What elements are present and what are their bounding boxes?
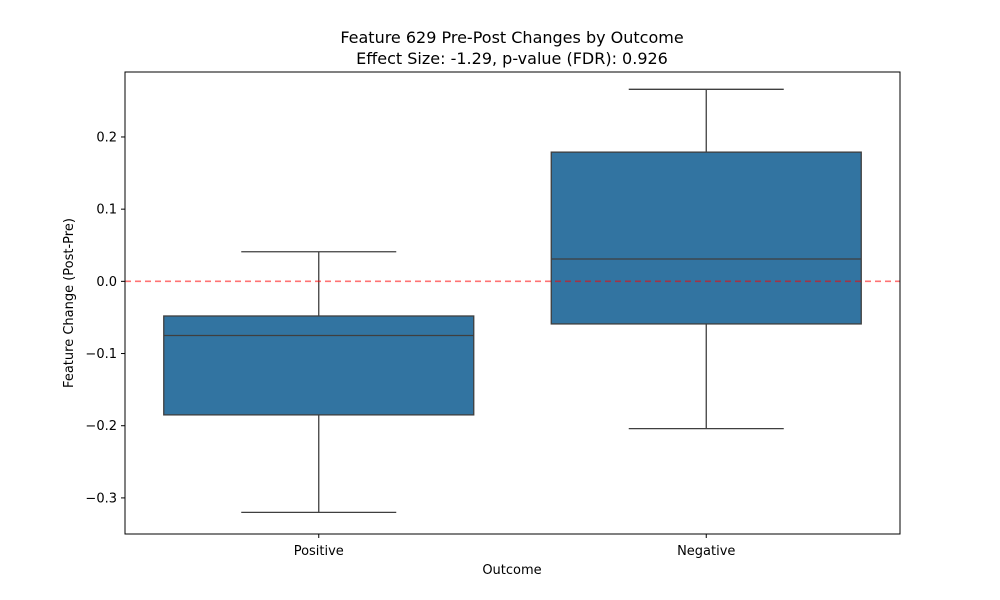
plot-frame	[124, 71, 901, 535]
y-axis-label: Feature Change (Post-Pre)	[62, 218, 77, 388]
box-positive	[163, 315, 475, 416]
x-axis: Positive Negative	[294, 534, 735, 559]
y-tick-label: 0.1	[96, 203, 117, 218]
y-tick-label: −0.1	[85, 347, 117, 362]
x-tick-label-negative: Negative	[677, 544, 735, 559]
chart-title: Feature 629 Pre-Post Changes by Outcome	[340, 28, 683, 47]
chart-subtitle: Effect Size: -1.29, p-value (FDR): 0.926	[356, 49, 668, 68]
x-axis-label: Outcome	[482, 563, 541, 578]
y-axis: −0.3 −0.2 −0.1 0.0 0.1 0.2	[85, 130, 125, 506]
y-tick-label: −0.3	[85, 491, 117, 506]
plot-content	[125, 88, 900, 513]
y-tick-label: 0.2	[96, 130, 117, 145]
y-tick-label: −0.2	[85, 419, 117, 434]
box-negative	[550, 151, 862, 325]
y-tick-label: 0.0	[96, 275, 117, 290]
x-tick-label-positive: Positive	[294, 544, 344, 559]
